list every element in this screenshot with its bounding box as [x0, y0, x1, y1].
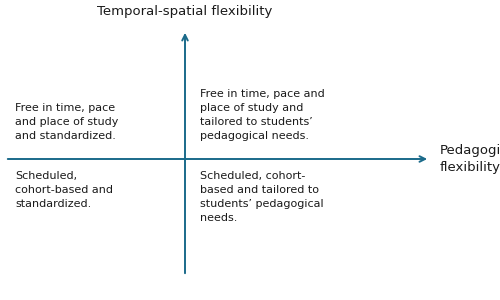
Text: Free in time, pace and
place of study and
tailored to students’
pedagogical need: Free in time, pace and place of study an…: [200, 89, 325, 141]
Text: Pedagogical
flexibility: Pedagogical flexibility: [440, 144, 500, 174]
Text: Temporal-spatial flexibility: Temporal-spatial flexibility: [98, 5, 272, 18]
Text: Scheduled, cohort-
based and tailored to
students’ pedagogical
needs.: Scheduled, cohort- based and tailored to…: [200, 171, 324, 223]
Text: Free in time, pace
and place of study
and standardized.: Free in time, pace and place of study an…: [15, 103, 118, 141]
Text: Scheduled,
cohort-based and
standardized.: Scheduled, cohort-based and standardized…: [15, 171, 113, 209]
